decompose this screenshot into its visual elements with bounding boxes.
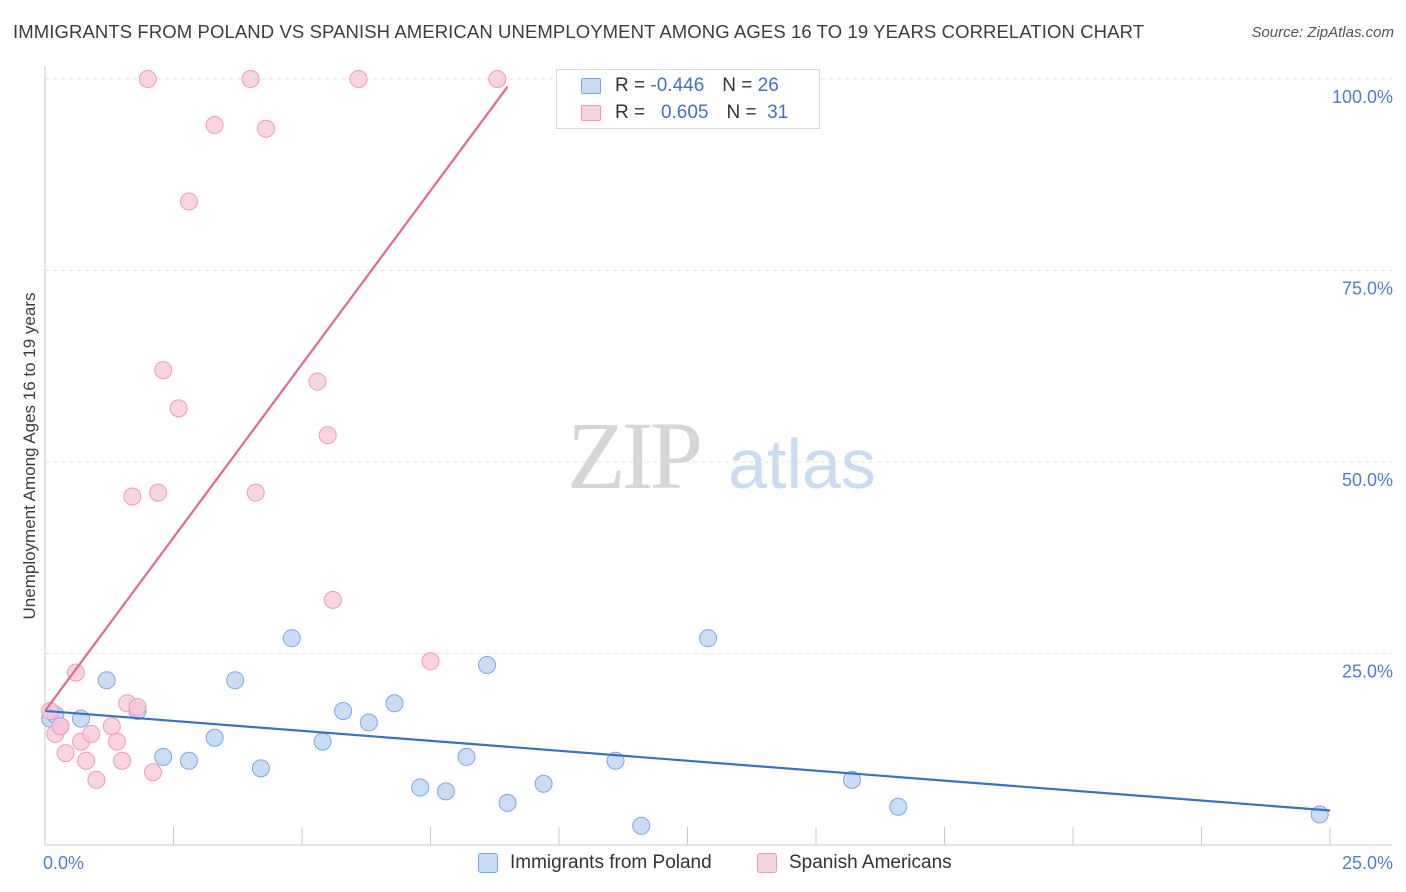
point-spanish — [169, 399, 188, 418]
y-tick-label: 100.0% — [1332, 87, 1393, 107]
tick-labels: 25.0% 50.0% 75.0% 100.0% 0.0% 25.0% — [43, 87, 1393, 873]
grid-lines — [45, 78, 1392, 654]
point-poland — [359, 713, 378, 732]
y-tick-label: 25.0% — [1342, 662, 1393, 682]
point-poland — [632, 816, 651, 835]
point-spanish — [323, 590, 342, 609]
trend-lines — [44, 86, 1331, 812]
y-tick-label: 75.0% — [1342, 279, 1393, 299]
legend-item-spanish[interactable]: Spanish Americans — [757, 852, 952, 874]
point-spanish — [154, 361, 173, 380]
point-poland — [478, 655, 497, 674]
y-tick-label: 50.0% — [1342, 470, 1393, 490]
legend-swatch-spanish — [757, 853, 777, 873]
stats-r-value: -0.446 — [650, 75, 705, 96]
stats-legend: R = -0.446 N = 26 R = 0.605 N = 31 — [556, 69, 820, 129]
stats-r-label: R = — [615, 75, 646, 96]
point-spanish — [123, 487, 142, 506]
point-poland — [179, 751, 198, 770]
point-spanish — [77, 751, 96, 770]
point-poland — [205, 728, 224, 747]
legend-label-poland: Immigrants from Poland — [510, 852, 712, 873]
point-spanish — [246, 483, 265, 502]
legend-swatch-poland — [478, 853, 498, 873]
point-poland — [534, 774, 553, 793]
stats-n-value: 26 — [757, 75, 779, 96]
watermark-atlas: atlas — [728, 425, 876, 503]
stats-swatch-poland — [581, 78, 601, 94]
point-spanish — [488, 70, 507, 88]
point-spanish — [51, 717, 70, 736]
point-spanish — [318, 426, 337, 445]
point-poland — [282, 629, 301, 648]
trend-line-spanish — [44, 86, 509, 712]
point-poland — [498, 793, 517, 812]
watermark-zip: ZIP — [567, 402, 700, 509]
point-spanish — [113, 751, 132, 770]
point-poland — [97, 671, 116, 690]
stats-row-poland: R = -0.446 N = 26 — [581, 74, 779, 98]
legend-label-spanish: Spanish Americans — [789, 852, 952, 873]
point-poland — [411, 778, 430, 797]
point-poland — [154, 747, 173, 766]
stats-r-label: R = — [615, 102, 646, 123]
point-spanish — [149, 483, 168, 502]
point-spanish — [87, 770, 106, 789]
point-poland — [889, 797, 908, 816]
point-spanish — [107, 732, 126, 751]
point-spanish — [82, 724, 101, 743]
point-poland — [699, 629, 718, 648]
stats-n-label: N = — [722, 75, 753, 96]
point-poland — [385, 694, 404, 713]
point-spanish — [205, 115, 224, 134]
point-spanish — [128, 698, 147, 717]
point-spanish — [241, 70, 260, 88]
point-spanish — [179, 192, 198, 211]
point-spanish — [308, 372, 327, 391]
point-poland — [226, 671, 245, 690]
point-poland — [251, 759, 270, 778]
point-spanish — [138, 70, 157, 88]
point-spanish — [257, 119, 276, 138]
watermark: ZIP atlas — [567, 402, 876, 509]
point-poland — [313, 732, 332, 751]
axes — [44, 66, 1392, 846]
point-poland — [334, 701, 353, 720]
point-poland — [842, 770, 861, 789]
trend-line-poland — [44, 709, 1331, 812]
point-spanish — [143, 763, 162, 782]
x-tick-label: 0.0% — [43, 853, 84, 873]
series-legend: Immigrants from Poland Spanish Americans — [0, 852, 1406, 876]
chart-title: IMMIGRANTS FROM POLAND VS SPANISH AMERIC… — [13, 21, 1145, 42]
stats-row-spanish: R = 0.605 N = 31 — [581, 101, 788, 125]
source-label: Source: ZipAtlas.com — [1251, 24, 1394, 41]
point-spanish — [349, 70, 368, 88]
legend-item-poland[interactable]: Immigrants from Poland — [478, 852, 712, 874]
point-spanish — [56, 744, 75, 763]
series-points — [41, 70, 1329, 835]
stats-r-value: 0.605 — [660, 102, 709, 123]
stats-swatch-spanish — [581, 105, 601, 121]
point-poland — [436, 782, 455, 801]
point-spanish — [102, 717, 121, 736]
x-tick-label: 25.0% — [1342, 853, 1393, 873]
stats-n-label: N = — [726, 102, 757, 123]
point-poland — [457, 747, 476, 766]
stats-n-value: 31 — [767, 102, 789, 123]
point-spanish — [421, 652, 440, 671]
